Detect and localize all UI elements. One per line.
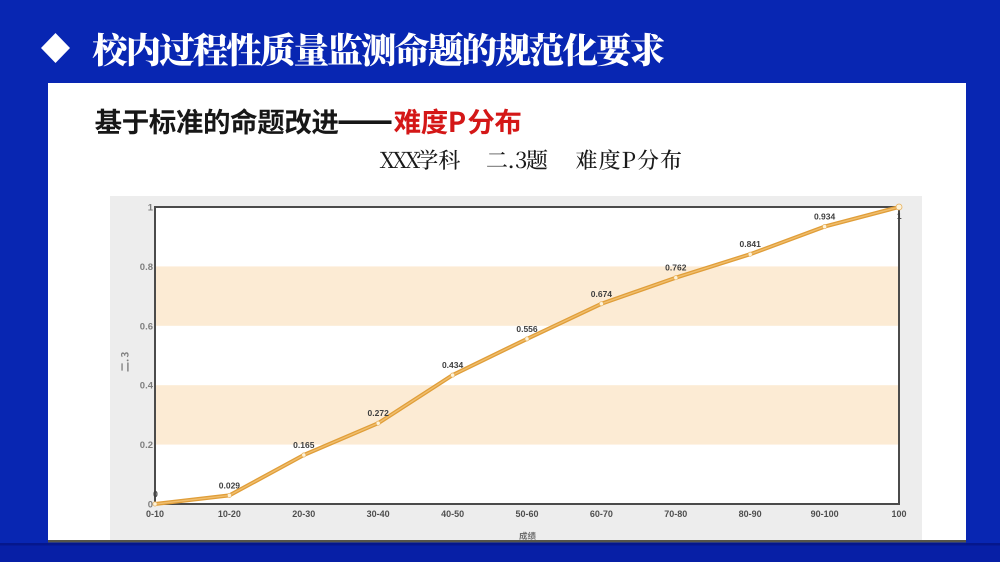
svg-text:0.272: 0.272 bbox=[368, 408, 390, 418]
svg-text:1: 1 bbox=[148, 203, 154, 214]
svg-text:10-20: 10-20 bbox=[218, 509, 241, 519]
svg-text:0-10: 0-10 bbox=[146, 509, 164, 519]
svg-text:80-90: 80-90 bbox=[739, 509, 762, 519]
svg-text:0: 0 bbox=[148, 500, 153, 511]
svg-text:70-80: 70-80 bbox=[664, 509, 687, 519]
svg-text:60-70: 60-70 bbox=[590, 509, 613, 519]
svg-text:0.165: 0.165 bbox=[293, 440, 315, 450]
svg-text:40-50: 40-50 bbox=[441, 509, 464, 519]
svg-text:20-30: 20-30 bbox=[292, 509, 315, 519]
svg-text:50-60: 50-60 bbox=[515, 509, 538, 519]
svg-text:0.556: 0.556 bbox=[516, 324, 538, 334]
svg-text:0.674: 0.674 bbox=[591, 289, 613, 299]
svg-text:1: 1 bbox=[897, 211, 902, 221]
svg-text:0.2: 0.2 bbox=[140, 440, 153, 451]
svg-text:0.6: 0.6 bbox=[140, 321, 153, 332]
svg-text:30-40: 30-40 bbox=[367, 509, 390, 519]
svg-text:0: 0 bbox=[153, 489, 158, 499]
svg-text:0.434: 0.434 bbox=[442, 360, 464, 370]
svg-text:90-100: 90-100 bbox=[811, 509, 839, 519]
svg-text:0.4: 0.4 bbox=[140, 381, 154, 392]
svg-text:100: 100 bbox=[891, 509, 906, 519]
svg-text:0.934: 0.934 bbox=[814, 212, 836, 222]
svg-text:0.029: 0.029 bbox=[219, 480, 241, 490]
svg-text:0.762: 0.762 bbox=[665, 263, 687, 273]
svg-text:0.8: 0.8 bbox=[140, 262, 153, 273]
svg-text:0.841: 0.841 bbox=[740, 239, 762, 249]
